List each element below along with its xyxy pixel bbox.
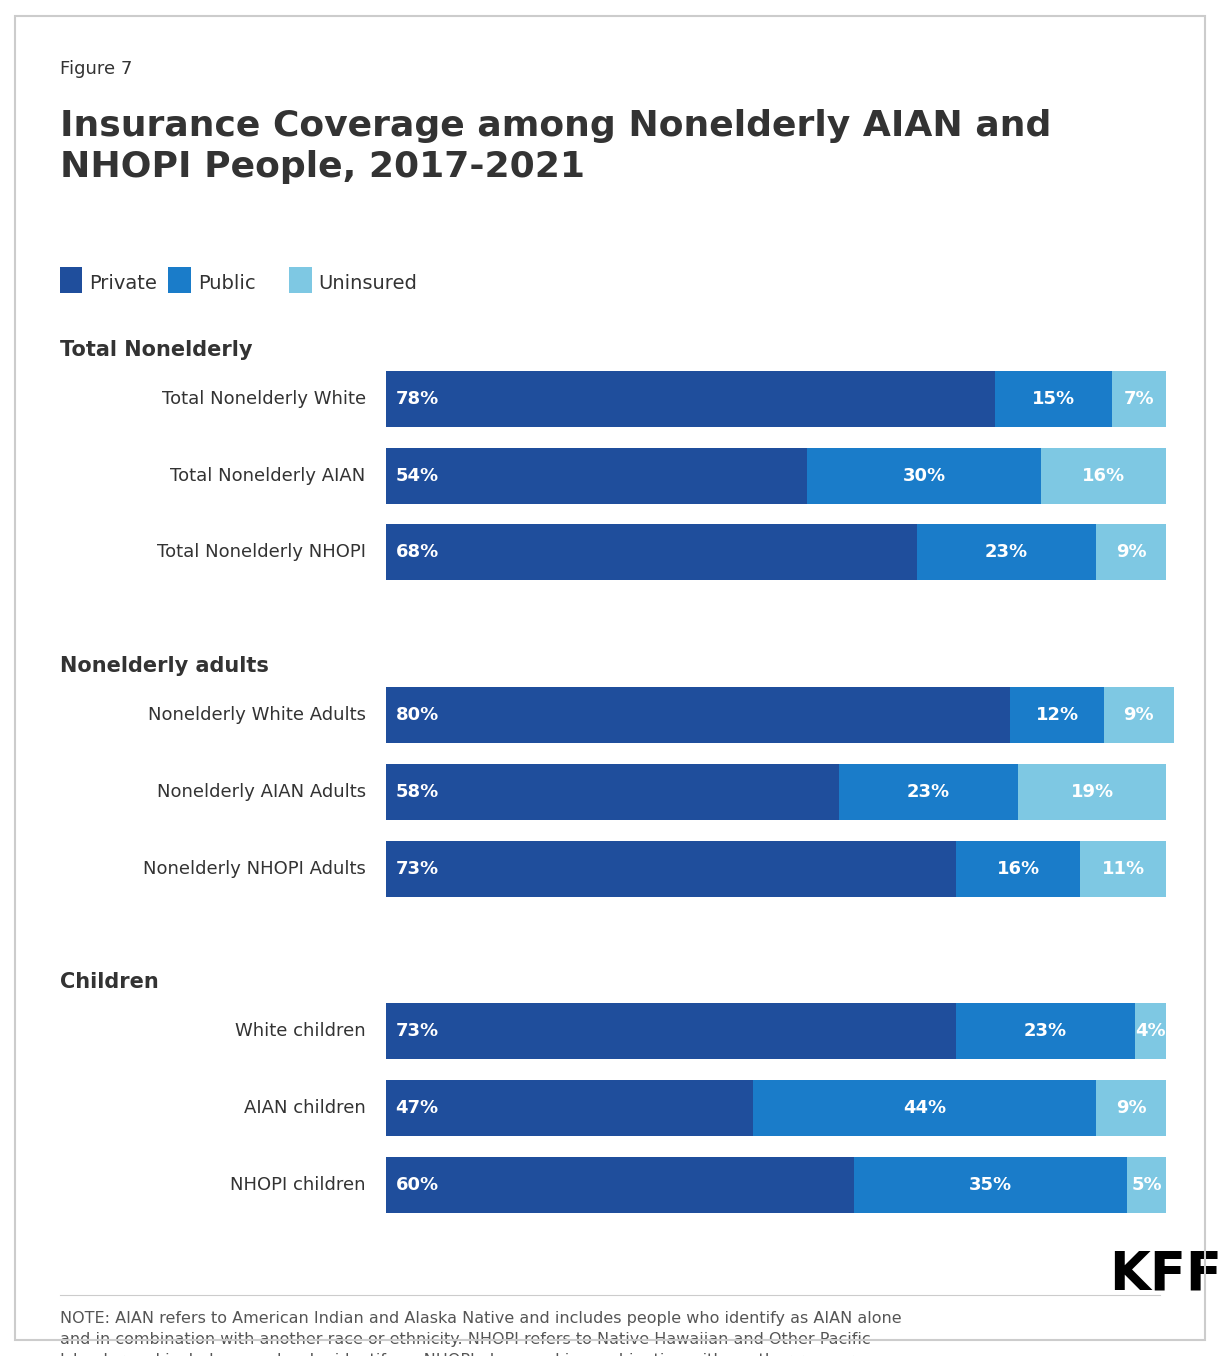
- Text: 9%: 9%: [1124, 706, 1154, 724]
- FancyBboxPatch shape: [387, 763, 838, 820]
- Text: Figure 7: Figure 7: [60, 60, 132, 77]
- Text: 47%: 47%: [395, 1100, 439, 1117]
- FancyBboxPatch shape: [387, 1003, 955, 1059]
- FancyBboxPatch shape: [168, 267, 192, 293]
- FancyBboxPatch shape: [753, 1081, 1096, 1136]
- FancyBboxPatch shape: [1042, 447, 1166, 503]
- FancyBboxPatch shape: [1010, 687, 1104, 743]
- Text: 15%: 15%: [1032, 389, 1075, 408]
- FancyBboxPatch shape: [387, 447, 808, 503]
- FancyBboxPatch shape: [1127, 1157, 1166, 1214]
- Text: 9%: 9%: [1116, 1100, 1147, 1117]
- FancyBboxPatch shape: [1135, 1003, 1166, 1059]
- Text: Nonelderly White Adults: Nonelderly White Adults: [148, 706, 366, 724]
- Text: 44%: 44%: [903, 1100, 946, 1117]
- FancyBboxPatch shape: [1111, 370, 1166, 427]
- Text: 60%: 60%: [395, 1176, 439, 1195]
- FancyBboxPatch shape: [808, 447, 1042, 503]
- FancyBboxPatch shape: [387, 841, 955, 896]
- FancyBboxPatch shape: [289, 267, 312, 293]
- FancyBboxPatch shape: [387, 1157, 854, 1214]
- Text: 35%: 35%: [969, 1176, 1013, 1195]
- Text: 16%: 16%: [1082, 466, 1125, 484]
- Text: 23%: 23%: [906, 782, 950, 801]
- FancyBboxPatch shape: [1096, 1081, 1166, 1136]
- FancyBboxPatch shape: [1081, 841, 1166, 896]
- FancyBboxPatch shape: [838, 763, 1017, 820]
- FancyBboxPatch shape: [1096, 525, 1166, 580]
- Text: Children: Children: [60, 972, 159, 993]
- FancyBboxPatch shape: [955, 1003, 1135, 1059]
- Text: 12%: 12%: [1036, 706, 1078, 724]
- Text: Public: Public: [199, 274, 256, 293]
- Text: 58%: 58%: [395, 782, 439, 801]
- Text: 73%: 73%: [395, 1022, 439, 1040]
- FancyBboxPatch shape: [955, 841, 1081, 896]
- FancyBboxPatch shape: [1017, 763, 1166, 820]
- Text: 23%: 23%: [985, 544, 1028, 561]
- Text: NOTE: AIAN refers to American Indian and Alaska Native and includes people who i: NOTE: AIAN refers to American Indian and…: [60, 1311, 908, 1356]
- Text: AIAN children: AIAN children: [244, 1100, 366, 1117]
- Text: 80%: 80%: [395, 706, 439, 724]
- Text: 30%: 30%: [903, 466, 946, 484]
- FancyBboxPatch shape: [387, 525, 916, 580]
- FancyBboxPatch shape: [854, 1157, 1127, 1214]
- Text: 9%: 9%: [1116, 544, 1147, 561]
- FancyBboxPatch shape: [387, 687, 1010, 743]
- Text: 19%: 19%: [1071, 782, 1114, 801]
- Text: 68%: 68%: [395, 544, 439, 561]
- Text: Nonelderly AIAN Adults: Nonelderly AIAN Adults: [156, 782, 366, 801]
- Text: Total Nonelderly White: Total Nonelderly White: [161, 389, 366, 408]
- Text: Nonelderly NHOPI Adults: Nonelderly NHOPI Adults: [143, 860, 366, 877]
- Text: Insurance Coverage among Nonelderly AIAN and
NHOPI People, 2017-2021: Insurance Coverage among Nonelderly AIAN…: [60, 108, 1050, 184]
- Text: NHOPI children: NHOPI children: [231, 1176, 366, 1195]
- Text: 78%: 78%: [395, 389, 439, 408]
- Text: Total Nonelderly NHOPI: Total Nonelderly NHOPI: [156, 544, 366, 561]
- Text: 16%: 16%: [997, 860, 1039, 877]
- Text: 23%: 23%: [1024, 1022, 1066, 1040]
- Text: Nonelderly adults: Nonelderly adults: [60, 656, 268, 675]
- Text: Private: Private: [89, 274, 157, 293]
- FancyBboxPatch shape: [387, 370, 994, 427]
- Text: White children: White children: [235, 1022, 366, 1040]
- FancyBboxPatch shape: [994, 370, 1111, 427]
- Text: 4%: 4%: [1136, 1022, 1166, 1040]
- Text: 54%: 54%: [395, 466, 439, 484]
- Text: 5%: 5%: [1131, 1176, 1161, 1195]
- Text: 7%: 7%: [1124, 389, 1154, 408]
- FancyBboxPatch shape: [387, 1081, 753, 1136]
- Text: Total Nonelderly AIAN: Total Nonelderly AIAN: [171, 466, 366, 484]
- Text: Total Nonelderly: Total Nonelderly: [60, 339, 253, 359]
- Text: 11%: 11%: [1102, 860, 1144, 877]
- Text: KFF: KFF: [1109, 1248, 1220, 1300]
- FancyBboxPatch shape: [916, 525, 1096, 580]
- Text: Uninsured: Uninsured: [318, 274, 417, 293]
- Text: 73%: 73%: [395, 860, 439, 877]
- FancyBboxPatch shape: [60, 267, 83, 293]
- FancyBboxPatch shape: [1104, 687, 1174, 743]
